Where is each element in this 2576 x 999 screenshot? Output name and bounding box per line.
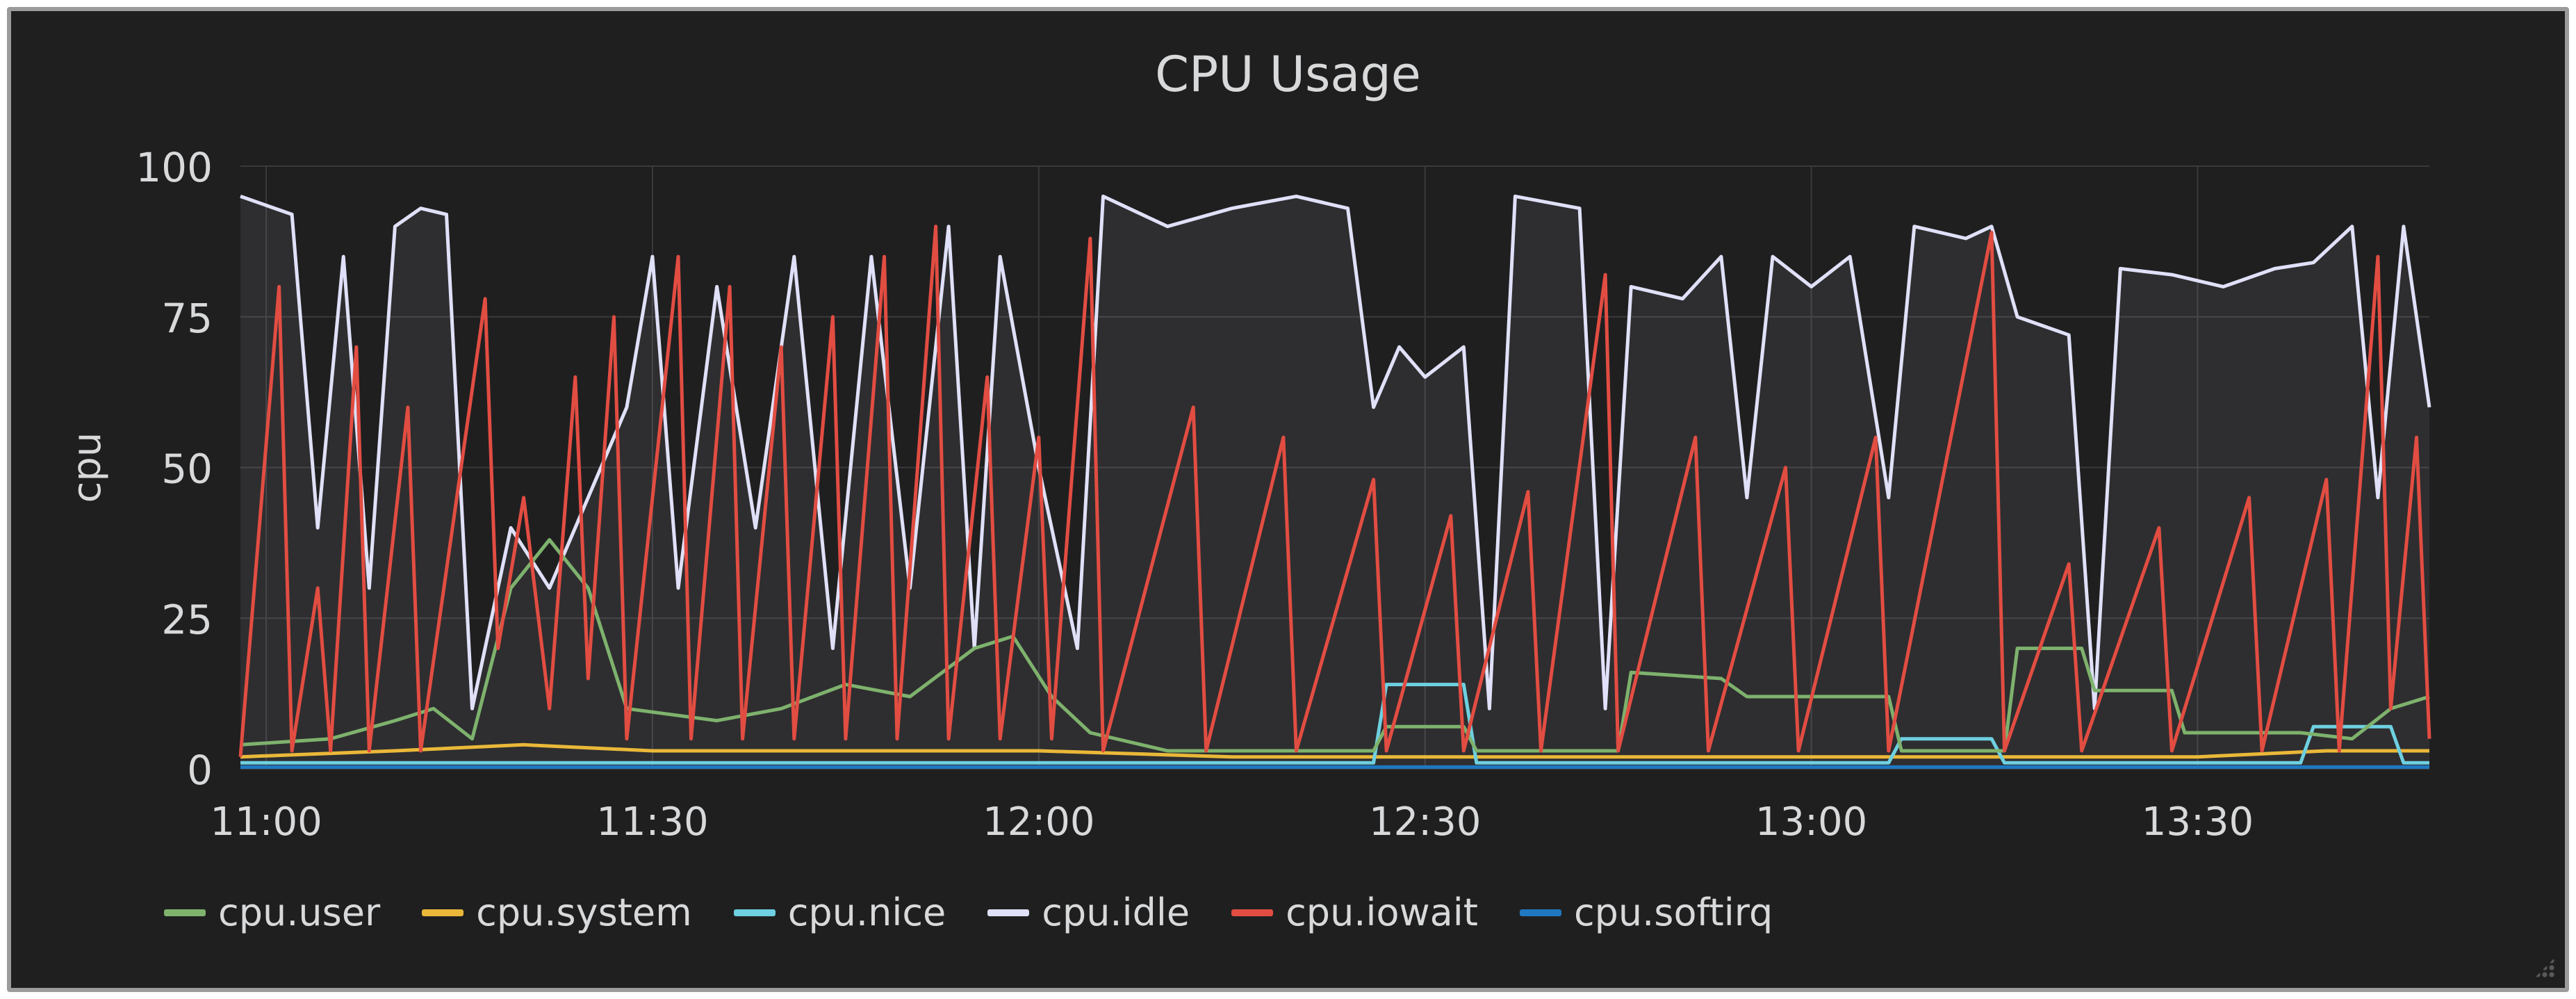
legend-swatch xyxy=(164,909,206,916)
legend-item-cpu-idle[interactable]: cpu.idle xyxy=(987,891,1190,934)
legend-label: cpu.idle xyxy=(1042,891,1190,934)
legend-item-cpu-iowait[interactable]: cpu.iowait xyxy=(1231,891,1478,934)
series-line-cpu-iowait xyxy=(238,225,2431,757)
legend-swatch xyxy=(1519,909,1561,916)
y-axis-label: cpu xyxy=(65,432,110,503)
legend-label: cpu.softirq xyxy=(1573,891,1773,934)
legend-item-cpu-system[interactable]: cpu.system xyxy=(422,891,692,934)
legend-swatch xyxy=(987,909,1030,916)
chart-legend: cpu.user cpu.system cpu.nice cpu.idle cpu.io… xyxy=(164,891,1773,934)
y-tick-label: 50 xyxy=(161,446,213,493)
legend-item-cpu-user[interactable]: cpu.user xyxy=(164,891,380,934)
legend-label: cpu.iowait xyxy=(1286,891,1478,934)
y-tick-label: 0 xyxy=(187,747,213,794)
legend-item-cpu-softirq[interactable]: cpu.softirq xyxy=(1519,891,1773,934)
legend-label: cpu.nice xyxy=(787,891,946,934)
x-tick-label: 12:30 xyxy=(1369,799,1481,845)
x-tick-label: 11:00 xyxy=(210,799,322,845)
legend-swatch xyxy=(733,909,776,916)
chart-title: CPU Usage xyxy=(1155,46,1421,103)
chart-panel: CPU Usage 0 25 50 75 100 11:00 11:30 12:00 12:30… xyxy=(7,7,2569,992)
series-area-cpu-idle xyxy=(240,196,2429,769)
series-line-cpu-idle xyxy=(240,194,2431,710)
x-tick-label: 13:30 xyxy=(2142,799,2254,845)
legend-swatch xyxy=(1231,909,1274,916)
chart-plot: 0 25 50 75 100 11:00 11:30 12:00 12:30 13:00 13:30… xyxy=(65,144,2431,845)
legend-item-cpu-nice[interactable]: cpu.nice xyxy=(733,891,946,934)
y-tick-label: 75 xyxy=(161,295,213,342)
y-tick-label: 100 xyxy=(136,144,213,191)
series-line-cpu-system xyxy=(240,742,2429,759)
x-tick-label: 12:00 xyxy=(983,799,1094,845)
series-line-cpu-nice xyxy=(240,683,2429,765)
legend-label: cpu.user xyxy=(218,891,381,934)
x-tick-label: 13:00 xyxy=(1755,799,1867,845)
legend-swatch xyxy=(422,909,464,916)
y-tick-label: 25 xyxy=(161,596,213,643)
x-tick-label: 11:30 xyxy=(596,799,708,845)
legend-label: cpu.system xyxy=(476,891,692,934)
